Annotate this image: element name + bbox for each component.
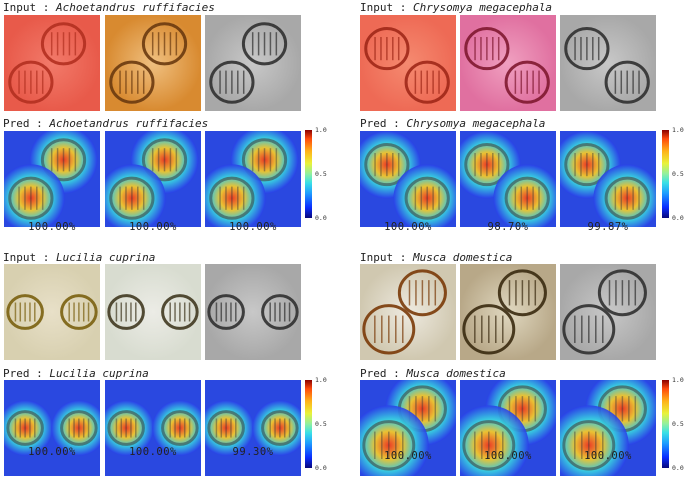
panel1-pred-title: Pred : Achoetandrus ruffifacies — [3, 117, 208, 130]
colorbar — [305, 380, 312, 468]
species-name: Musca domestica — [412, 251, 513, 264]
gradcam-heatmap — [105, 380, 201, 476]
score-label: 100.00% — [28, 221, 76, 233]
panel2-pred-title: Pred : Chrysomya megacephala — [360, 117, 545, 130]
input-image — [360, 264, 456, 360]
gradcam-heatmap — [205, 131, 301, 227]
gradcam-heatmap — [105, 131, 201, 227]
input-image — [4, 264, 100, 360]
score-label: 100.00% — [129, 221, 177, 233]
input-image — [4, 15, 100, 111]
score-label: 100.00% — [129, 446, 177, 458]
gradcam-heatmap — [460, 380, 556, 476]
input-image — [205, 264, 301, 360]
pred-prefix: Pred : — [3, 367, 50, 380]
gradcam-heatmap — [560, 380, 656, 476]
colorbar-tick-min: 0.0 — [672, 464, 684, 472]
species-name: Musca domestica — [406, 367, 506, 380]
colorbar-tick-mid: 0.5 — [672, 170, 684, 178]
input-image — [460, 264, 556, 360]
species-name: Achoetandrus ruffifacies — [55, 1, 215, 14]
colorbar-tick-mid: 0.5 — [315, 420, 327, 428]
pred-prefix: Pred : — [360, 117, 407, 130]
gradcam-heatmap — [4, 380, 100, 476]
gradcam-heatmap — [205, 380, 301, 476]
colorbar-tick-min: 0.0 — [315, 214, 327, 222]
input-image — [560, 15, 656, 111]
species-name: Chrysomya megacephala — [406, 117, 546, 130]
input-image — [105, 264, 201, 360]
colorbar-tick-max: 1.0 — [672, 376, 684, 384]
panel3-pred-title: Pred : Lucilia cuprina — [3, 367, 149, 380]
score-label: 100.00% — [584, 450, 632, 462]
score-label: 99.87% — [587, 221, 629, 233]
input-image — [460, 15, 556, 111]
input-image — [105, 15, 201, 111]
panel4-pred-title: Pred : Musca domestica — [360, 367, 506, 380]
score-label: 100.00% — [484, 450, 532, 462]
input-image — [360, 15, 456, 111]
input-prefix: Input : — [3, 1, 56, 14]
gradcam-heatmap — [360, 131, 456, 227]
score-label: 100.00% — [384, 221, 432, 233]
gradcam-heatmap — [460, 131, 556, 227]
colorbar-tick-mid: 0.5 — [315, 170, 327, 178]
input-prefix: Input : — [360, 251, 413, 264]
gradcam-heatmap — [4, 131, 100, 227]
panel1-input-title: Input : Achoetandrus ruffifacies — [3, 1, 215, 14]
panel4-input-title: Input : Musca domestica — [360, 251, 512, 264]
species-name: Lucilia cuprina — [49, 367, 149, 380]
score-label: 99.30% — [232, 446, 274, 458]
panel3-input-title: Input : Lucilia cuprina — [3, 251, 155, 264]
colorbar — [305, 130, 312, 218]
species-name: Achoetandrus ruffifacies — [49, 117, 209, 130]
pred-prefix: Pred : — [3, 117, 50, 130]
colorbar-tick-max: 1.0 — [315, 376, 327, 384]
gradcam-heatmap — [360, 380, 456, 476]
colorbar-tick-mid: 0.5 — [672, 420, 684, 428]
colorbar-tick-max: 1.0 — [672, 126, 684, 134]
input-image — [560, 264, 656, 360]
species-name: Chrysomya megacephala — [412, 1, 553, 14]
colorbar-tick-min: 0.0 — [315, 464, 327, 472]
gradcam-heatmap — [560, 131, 656, 227]
colorbar — [662, 130, 669, 218]
colorbar-tick-max: 1.0 — [315, 126, 327, 134]
score-label: 100.00% — [384, 450, 432, 462]
panel2-input-title: Input : Chrysomya megacephala — [360, 1, 552, 14]
score-label: 98.70% — [487, 221, 529, 233]
colorbar — [662, 380, 669, 468]
colorbar-tick-min: 0.0 — [672, 214, 684, 222]
score-label: 100.00% — [229, 221, 277, 233]
input-image — [205, 15, 301, 111]
species-name: Lucilia cuprina — [55, 251, 156, 264]
input-prefix: Input : — [3, 251, 56, 264]
pred-prefix: Pred : — [360, 367, 407, 380]
input-prefix: Input : — [360, 1, 413, 14]
score-label: 100.00% — [28, 446, 76, 458]
